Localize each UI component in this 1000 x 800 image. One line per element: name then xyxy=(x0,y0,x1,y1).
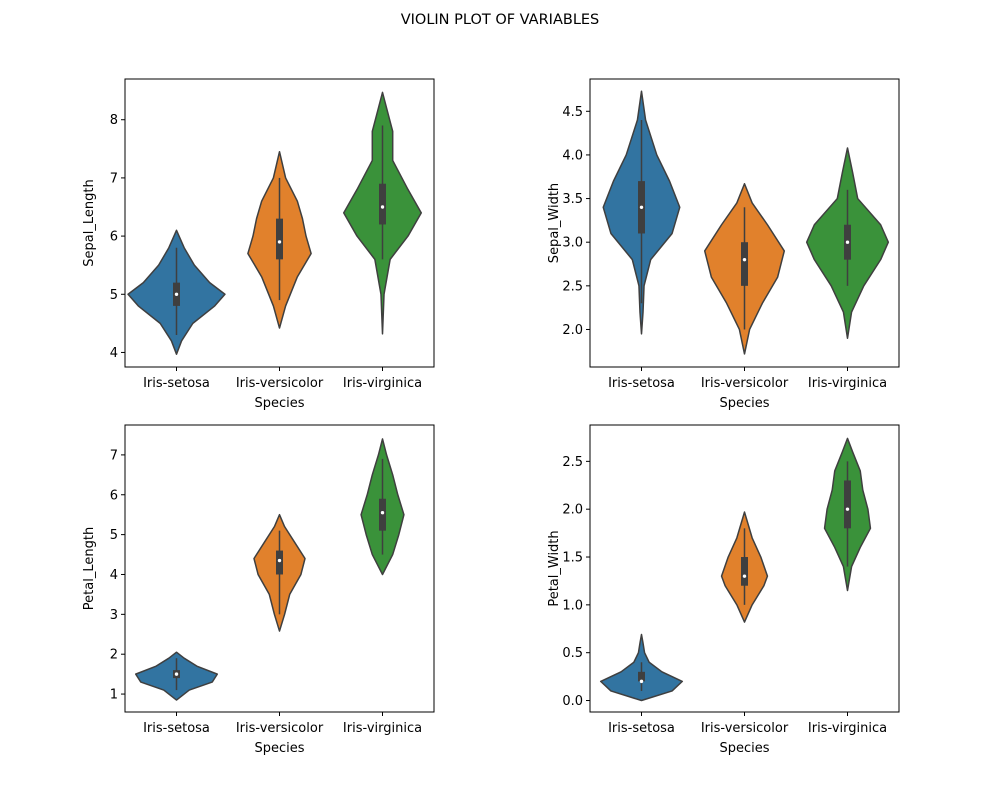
y-tick-label: 3 xyxy=(110,608,118,623)
y-tick-label: 2.5 xyxy=(562,455,583,470)
x-axis-label: Species xyxy=(254,396,304,411)
median-point-iris-versicolor xyxy=(277,240,282,244)
y-tick-label: 0.5 xyxy=(562,646,583,661)
x-axis-label: Species xyxy=(254,741,304,756)
x-tick-label: Iris-virginica xyxy=(343,721,422,736)
iqr-box-iris-versicolor xyxy=(276,550,283,575)
x-tick-label: Iris-versicolor xyxy=(236,376,324,391)
y-tick-label: 4.5 xyxy=(562,105,583,120)
y-tick-label: 4 xyxy=(110,568,118,583)
x-tick-label: Iris-virginica xyxy=(343,376,422,391)
x-tick-label: Iris-virginica xyxy=(808,721,887,736)
y-axis-label: Sepal_Width xyxy=(547,183,562,263)
y-tick-label: 6 xyxy=(110,488,118,503)
y-tick-label: 7 xyxy=(110,448,118,463)
median-point-iris-setosa xyxy=(639,679,644,684)
y-tick-label: 2.0 xyxy=(562,323,583,338)
x-axis-label: Species xyxy=(719,741,769,756)
iqr-box-iris-virginica xyxy=(379,498,386,531)
median-point-iris-virginica xyxy=(380,205,385,209)
y-tick-label: 8 xyxy=(110,113,118,128)
y-tick-label: 2.5 xyxy=(562,279,583,294)
y-tick-label: 5 xyxy=(110,528,118,543)
iqr-box-iris-versicolor xyxy=(276,218,283,260)
y-tick-label: 6 xyxy=(110,230,118,245)
chart-panel-2: 2.0 2.5 3.0 3.5 4.0 4.5 Iris-setosa Iris-versic… xyxy=(547,78,900,411)
iqr-box-iris-versicolor xyxy=(741,242,748,286)
y-tick-label: 0.0 xyxy=(562,694,583,709)
x-tick-label: Iris-setosa xyxy=(143,376,210,391)
median-point-iris-setosa xyxy=(174,672,179,676)
median-point-iris-setosa xyxy=(174,292,179,296)
y-tick-label: 4.0 xyxy=(562,148,583,163)
y-tick-label: 2.0 xyxy=(562,503,583,518)
y-tick-label: 1.0 xyxy=(562,598,583,613)
x-tick-label: Iris-setosa xyxy=(608,376,675,391)
y-tick-label: 4 xyxy=(110,346,118,361)
y-tick-label: 3.5 xyxy=(562,192,583,207)
figure-title: VIOLIN PLOT OF VARIABLES xyxy=(400,12,600,28)
median-point-iris-virginica xyxy=(845,240,850,244)
x-axis-label: Species xyxy=(719,396,769,411)
median-point-iris-versicolor xyxy=(742,257,747,262)
y-axis-label: Sepal_Length xyxy=(82,179,97,266)
median-point-iris-virginica xyxy=(845,507,850,511)
iqr-box-iris-virginica xyxy=(379,183,386,225)
y-tick-label: 3.0 xyxy=(562,236,583,251)
y-tick-label: 2 xyxy=(110,648,118,663)
median-point-iris-versicolor xyxy=(277,558,282,563)
y-tick-label: 1 xyxy=(110,688,118,703)
x-tick-label: Iris-virginica xyxy=(808,376,887,391)
x-tick-label: Iris-setosa xyxy=(143,721,210,736)
median-point-iris-versicolor xyxy=(742,574,747,578)
chart-panel-3: 1 2 3 4 5 6 7 Iris-setosa Iris-versicolor Iris-vi… xyxy=(82,424,435,756)
y-axis-label: Petal_Length xyxy=(82,527,97,610)
iqr-box-iris-virginica xyxy=(844,480,851,529)
x-tick-label: Iris-setosa xyxy=(608,721,675,736)
median-point-iris-setosa xyxy=(639,205,644,209)
iqr-box-iris-setosa xyxy=(638,671,645,682)
iqr-box-iris-versicolor xyxy=(741,557,748,586)
y-tick-label: 1.5 xyxy=(562,551,583,566)
y-axis-label: Petal_Width xyxy=(547,530,562,606)
x-tick-label: Iris-versicolor xyxy=(701,376,789,391)
x-tick-label: Iris-versicolor xyxy=(236,721,324,736)
chart-panel-4: 0.0 0.5 1.0 1.5 2.0 2.5 Iris-setosa Iris-versic… xyxy=(547,424,900,756)
x-tick-label: Iris-versicolor xyxy=(701,721,789,736)
median-point-iris-virginica xyxy=(380,510,385,515)
y-tick-label: 5 xyxy=(110,288,118,303)
chart-panel-1: 4 5 6 7 8 Iris-setosa Iris-versicolor Iris-virg… xyxy=(82,78,435,411)
y-tick-label: 7 xyxy=(110,171,118,186)
